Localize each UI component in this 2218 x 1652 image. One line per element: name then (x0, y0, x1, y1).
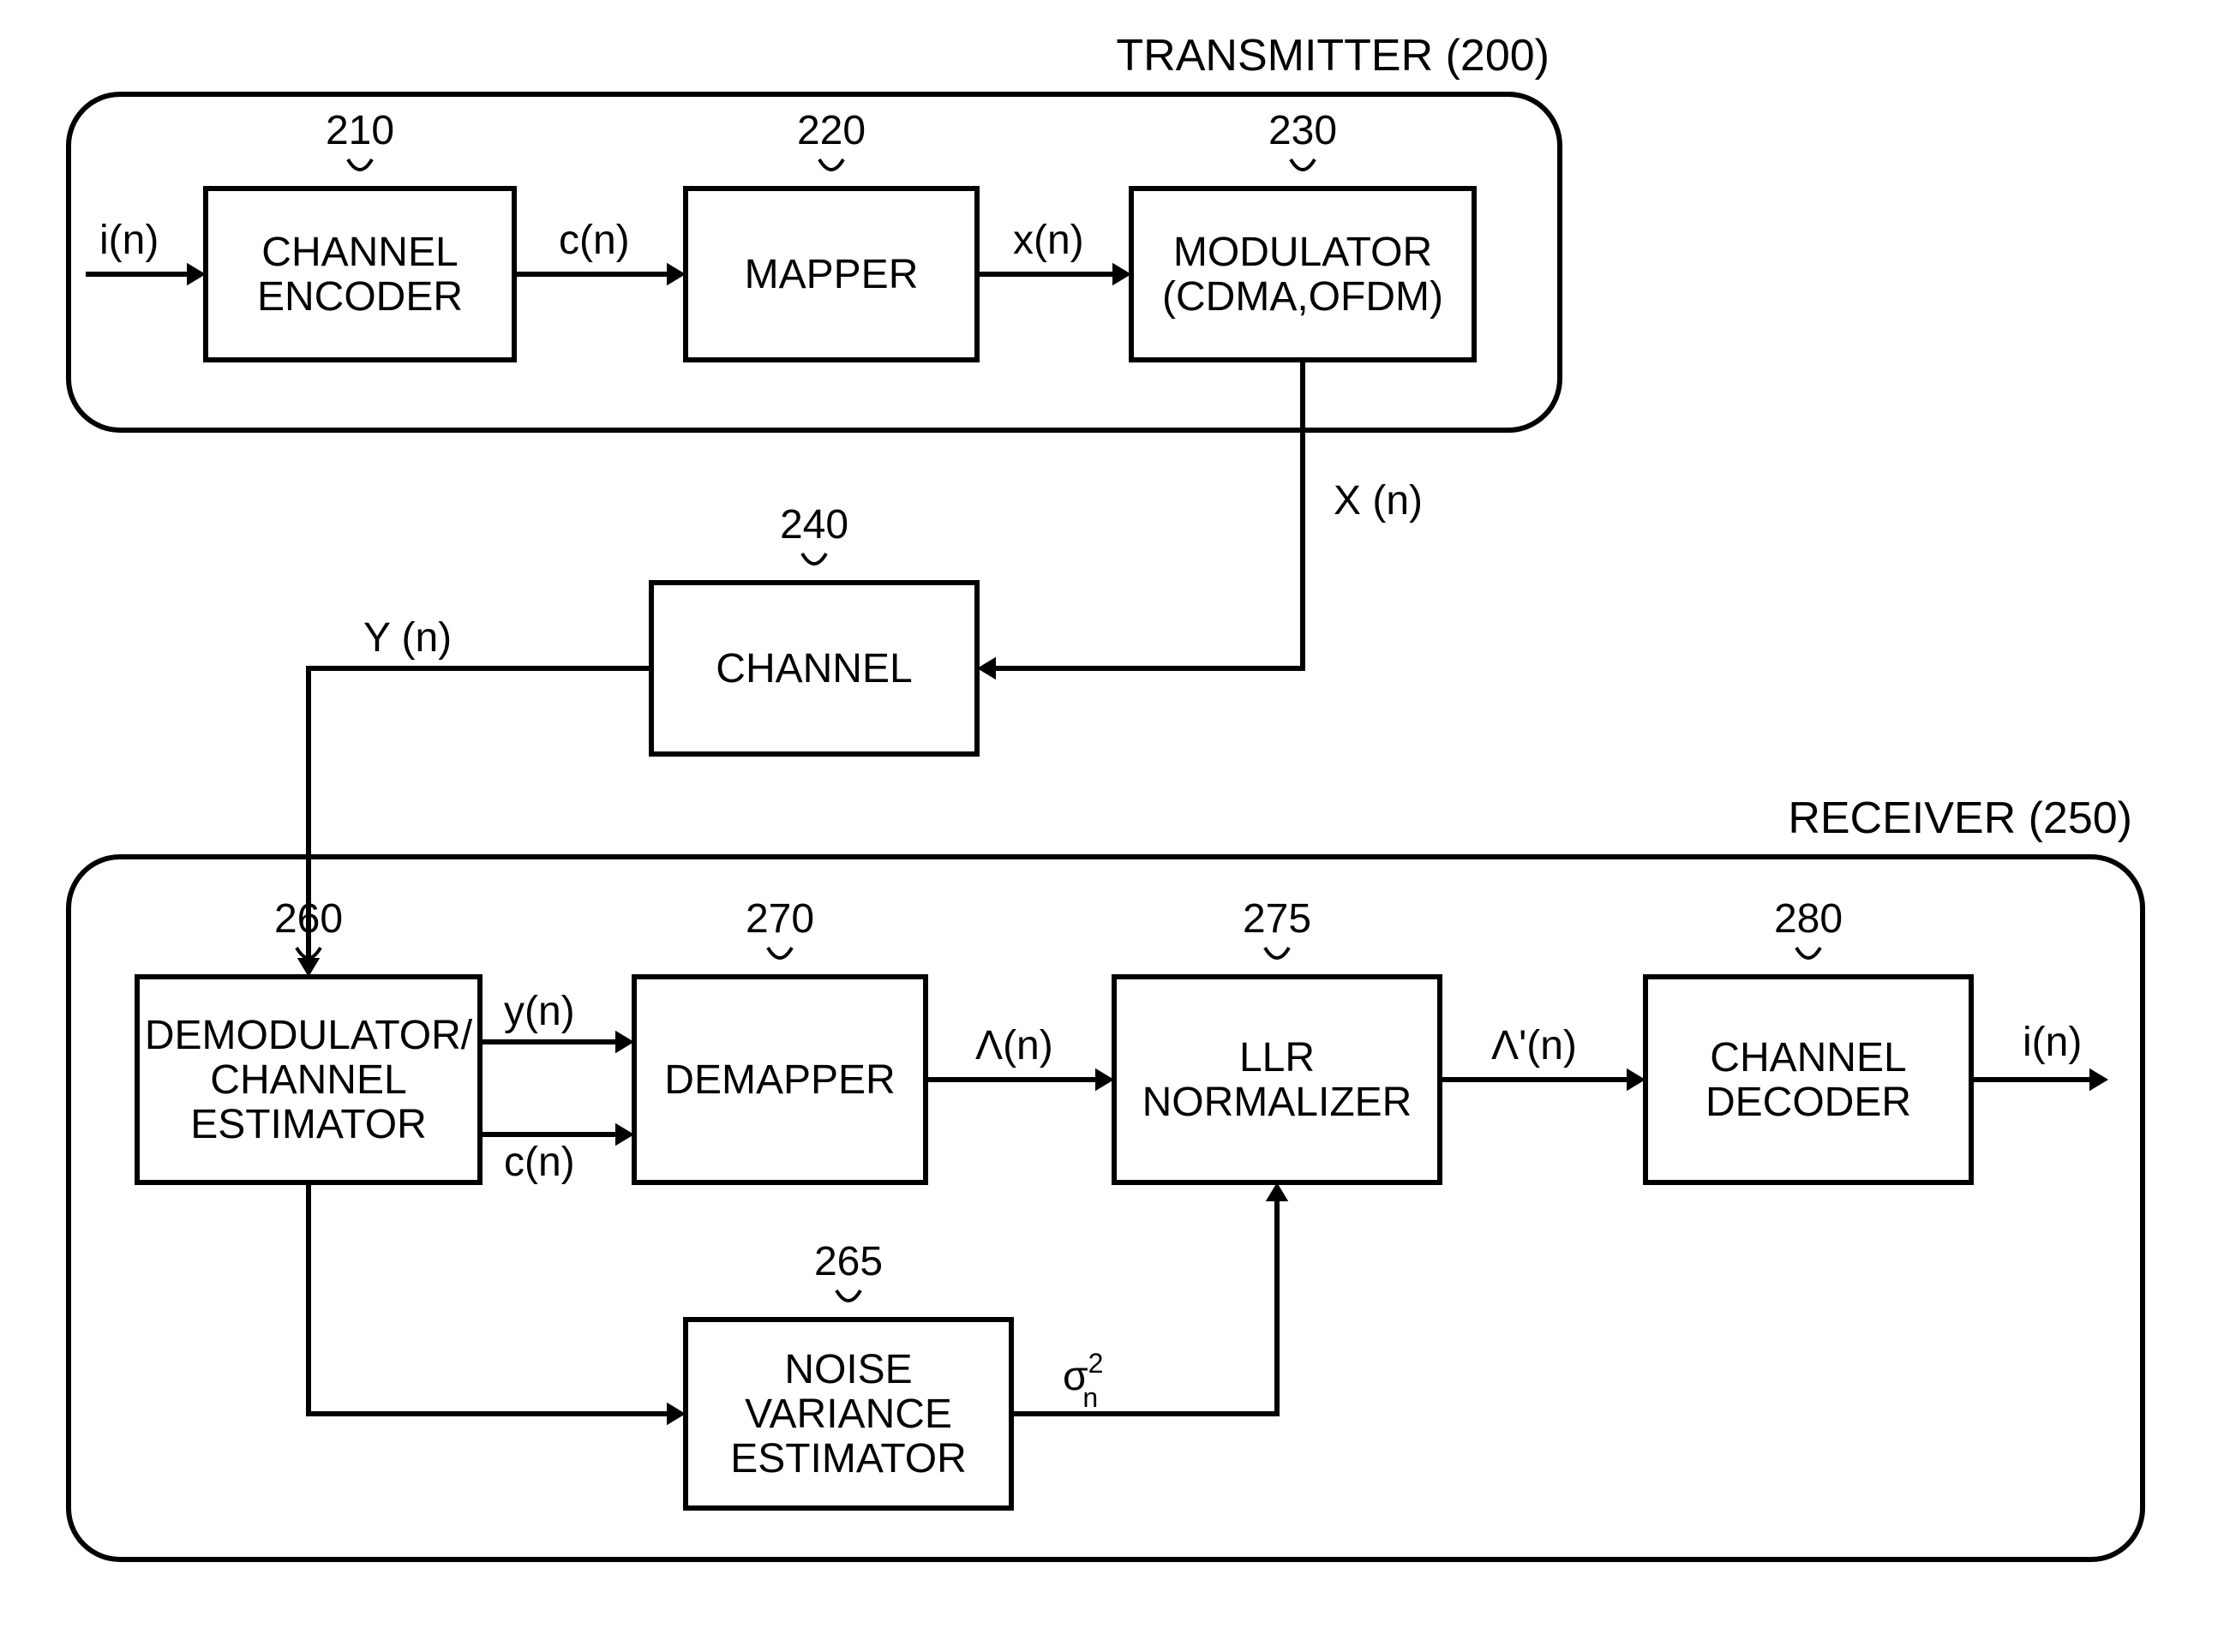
transmitter-label: TRANSMITTER (200) (1116, 31, 1550, 81)
arrow-to-noise (309, 1182, 667, 1414)
svg-text:Y (n): Y (n) (363, 615, 452, 661)
demod-text-0: DEMODULATOR/ (145, 1013, 473, 1058)
modulator-text-1: (CDMA,OFDM) (1162, 274, 1443, 320)
svg-text:X (n): X (n) (1334, 478, 1423, 524)
receiver-label: RECEIVER (250) (1788, 793, 2132, 843)
llr-text-0: LLR (1239, 1035, 1315, 1080)
label-sigma: σ2n (1063, 1348, 1103, 1413)
llr-text-1: NORMALIZER (1142, 1080, 1412, 1125)
decoder-ref: 280 (1774, 896, 1843, 942)
modulator-text-0: MODULATOR (1173, 230, 1432, 275)
svg-text:c(n): c(n) (504, 1140, 575, 1185)
decoder-text-1: DECODER (1705, 1080, 1911, 1125)
noise-ref: 265 (814, 1239, 883, 1284)
receiver-group (69, 857, 2143, 1559)
llr-ref: 275 (1243, 896, 1311, 942)
noise-text-1: VARIANCE (745, 1392, 952, 1437)
svg-text:y(n): y(n) (504, 989, 575, 1034)
svg-text:c(n): c(n) (559, 218, 630, 263)
svg-text:i(n): i(n) (99, 218, 159, 263)
demapper-text-0: DEMAPPER (664, 1057, 895, 1103)
noise-text-2: ESTIMATOR (730, 1436, 967, 1481)
noise-text-0: NOISE (784, 1347, 912, 1392)
demod-text-2: ESTIMATOR (190, 1102, 427, 1147)
arrow-Yn (309, 668, 651, 958)
encoder-text-0: CHANNEL (261, 230, 458, 275)
svg-text:Λ(n): Λ(n) (975, 1023, 1053, 1068)
mapper-ref: 220 (797, 108, 866, 153)
modulator-ref: 230 (1268, 108, 1337, 153)
encoder-ref: 210 (326, 108, 394, 153)
svg-text:x(n): x(n) (1013, 218, 1084, 263)
mapper-text-0: MAPPER (745, 252, 919, 297)
arrow-sigma (1011, 1201, 1277, 1414)
channel-text-0: CHANNEL (716, 646, 912, 691)
channel-ref: 240 (780, 502, 848, 548)
encoder-text-1: ENCODER (257, 274, 463, 320)
arrow-Xn (996, 360, 1303, 668)
svg-text:i(n): i(n) (2023, 1020, 2082, 1065)
decoder-text-0: CHANNEL (1710, 1035, 1906, 1080)
demapper-ref: 270 (746, 896, 814, 942)
svg-text:Λ'(n): Λ'(n) (1491, 1023, 1577, 1068)
demod-text-1: CHANNEL (210, 1057, 406, 1103)
